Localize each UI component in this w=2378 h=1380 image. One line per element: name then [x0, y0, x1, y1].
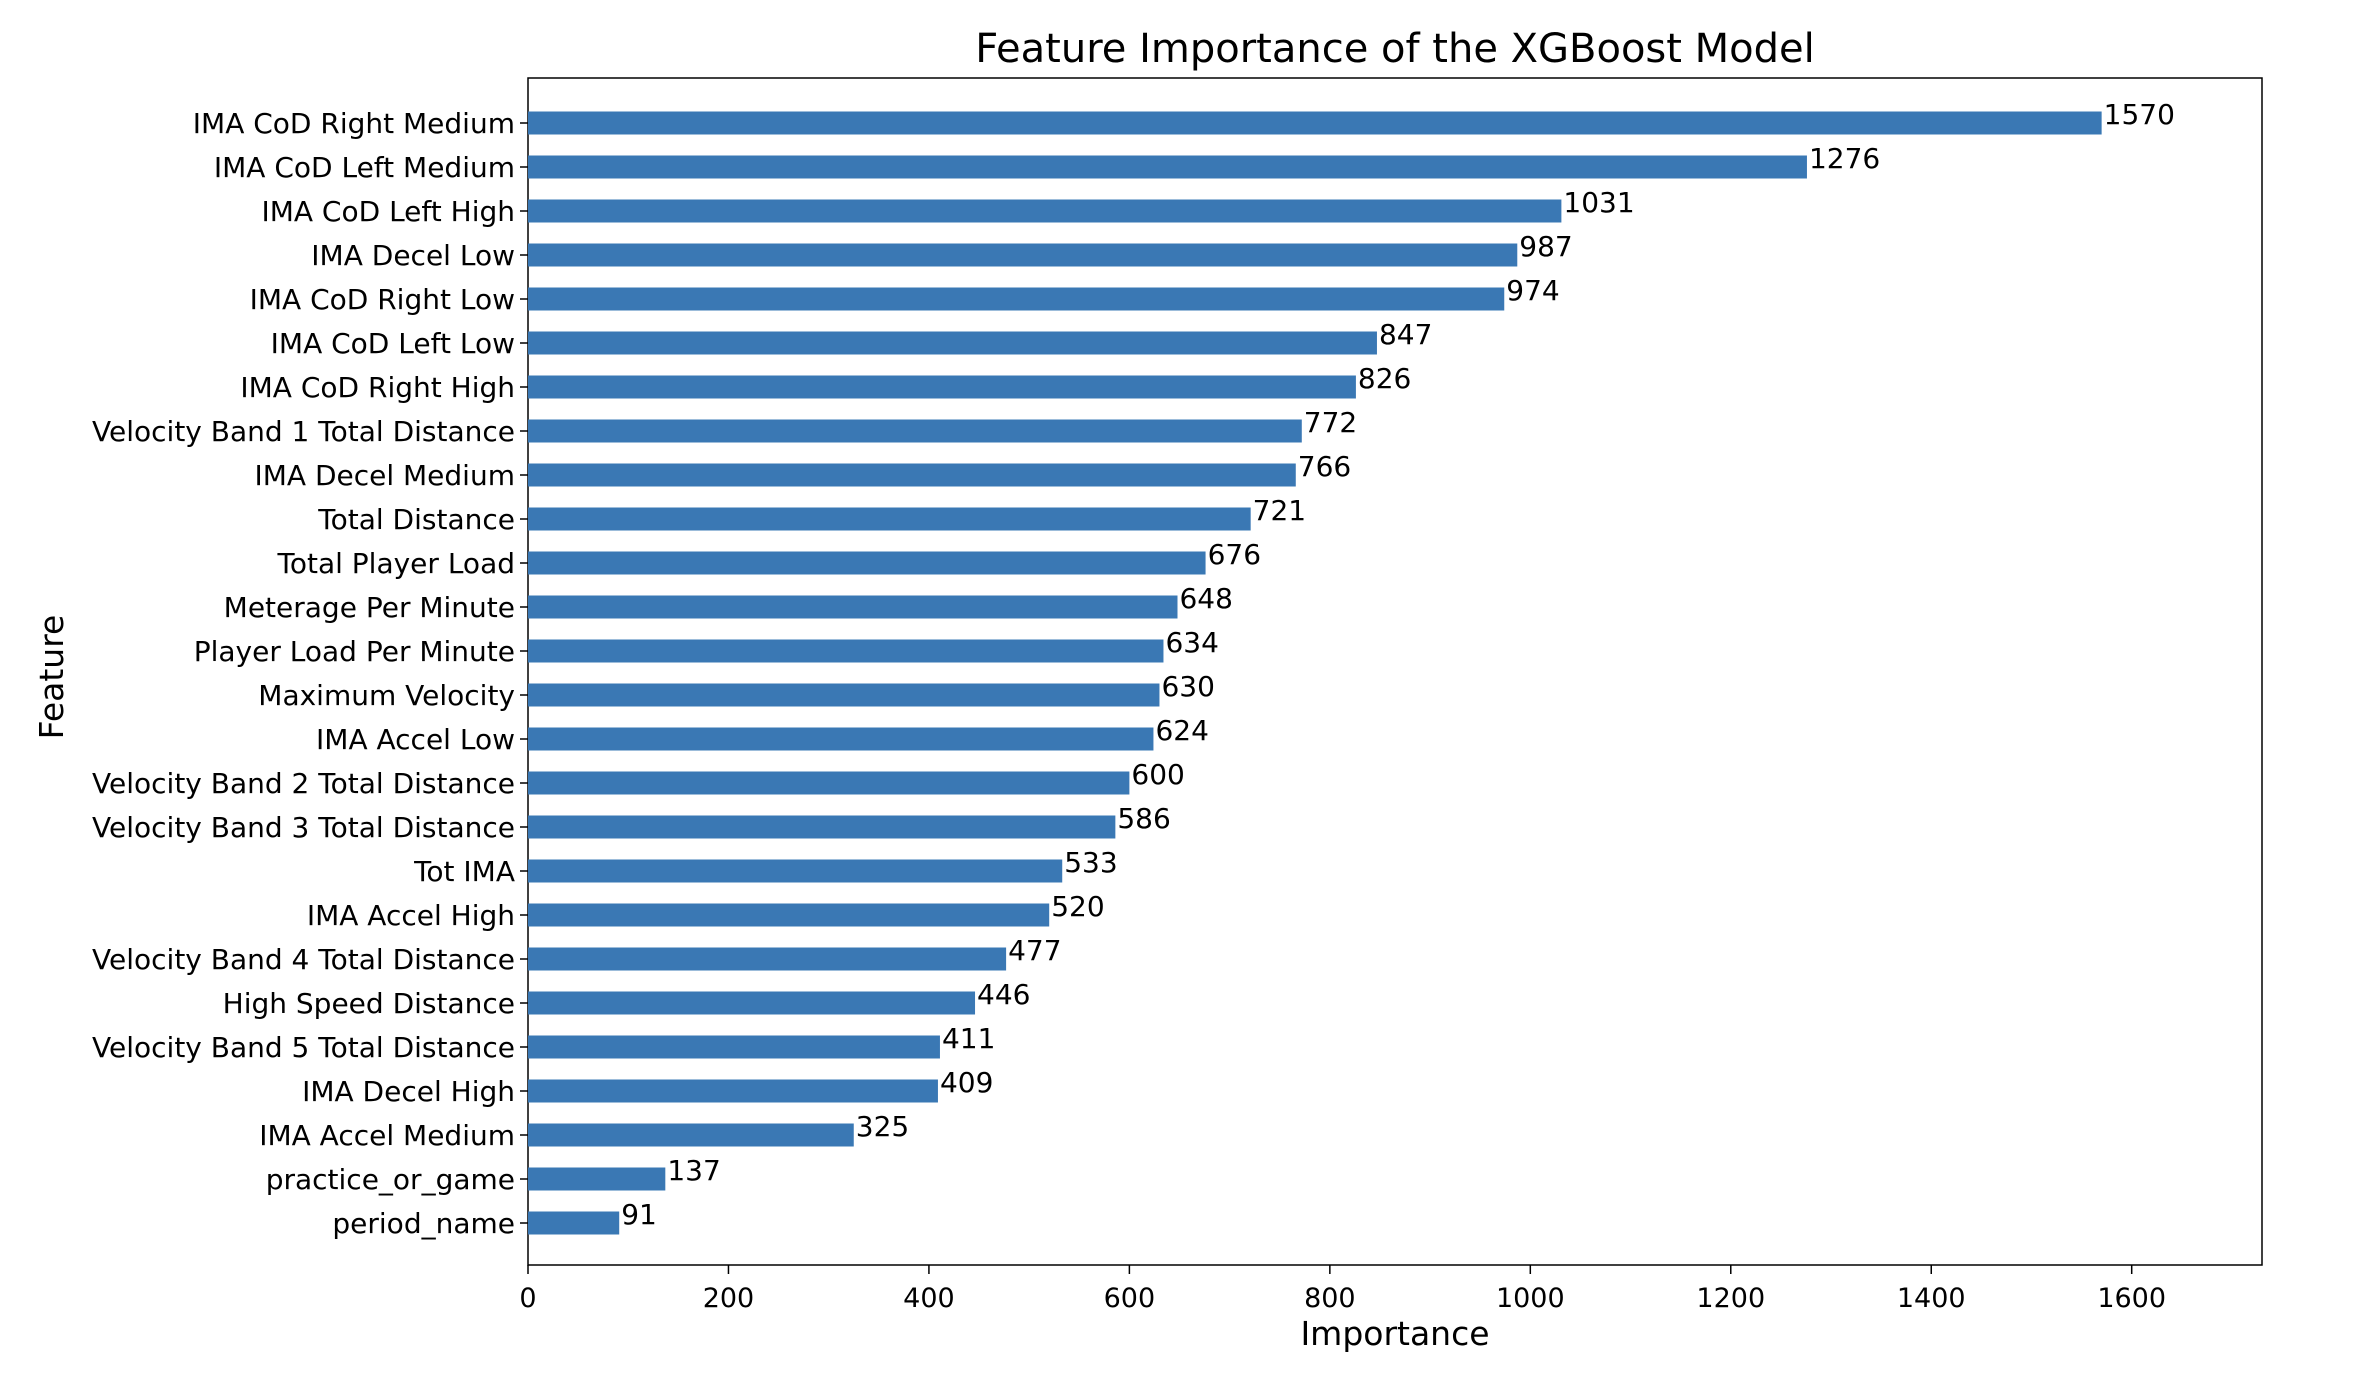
- y-axis-label: Feature: [32, 615, 71, 740]
- bar: [528, 375, 1356, 399]
- value-label: 847: [1379, 318, 1432, 351]
- category-label: Velocity Band 2 Total Distance: [92, 767, 515, 800]
- x-tick-label: 1200: [1696, 1283, 1765, 1314]
- bar: [528, 683, 1160, 707]
- value-label: 676: [1208, 538, 1261, 571]
- bar: [528, 419, 1302, 443]
- x-tick-label: 200: [703, 1283, 755, 1314]
- category-label: Total Player Load: [277, 547, 516, 580]
- bar: [528, 947, 1007, 971]
- value-label: 648: [1179, 582, 1232, 615]
- bar: [528, 463, 1296, 487]
- bar: [528, 331, 1377, 355]
- category-label: Total Distance: [317, 503, 515, 536]
- category-label: Velocity Band 5 Total Distance: [92, 1031, 515, 1064]
- bar: [528, 551, 1206, 575]
- plot-frame: [527, 77, 2263, 1266]
- bar: [528, 859, 1063, 883]
- bar: [528, 1123, 854, 1147]
- x-axis-ticks-group: 0 200 400 600 800 1000 1200 1400 1600: [519, 1265, 2166, 1314]
- bar: [528, 507, 1251, 531]
- category-label: IMA CoD Left Medium: [214, 151, 515, 184]
- value-label: 520: [1051, 890, 1104, 923]
- value-label: 1276: [1809, 142, 1880, 175]
- x-tick-label: 600: [1104, 1283, 1156, 1314]
- bar: [528, 1167, 666, 1191]
- bar: [528, 1079, 938, 1103]
- category-label: IMA Accel Low: [316, 723, 515, 756]
- category-label: IMA Accel Medium: [259, 1119, 515, 1152]
- category-label: Maximum Velocity: [258, 679, 515, 712]
- value-label: 325: [856, 1110, 909, 1143]
- value-label: 446: [977, 978, 1030, 1011]
- category-label: IMA CoD Right High: [240, 371, 515, 404]
- bars-group: [528, 111, 2102, 1235]
- category-labels-group: IMA CoD Right Medium IMA CoD Left Medium I…: [92, 107, 528, 1240]
- value-label: 1570: [2104, 98, 2175, 131]
- bar: [528, 1035, 940, 1059]
- value-label: 600: [1131, 758, 1184, 791]
- value-label: 987: [1519, 230, 1572, 263]
- value-label: 137: [667, 1154, 720, 1187]
- x-tick-label: 0: [519, 1283, 536, 1314]
- bar: [528, 111, 2102, 135]
- value-label: 1031: [1563, 186, 1634, 219]
- bar: [528, 815, 1116, 839]
- bar: [528, 903, 1050, 927]
- x-axis-label: Importance: [1300, 1314, 1489, 1353]
- value-label: 974: [1506, 274, 1559, 307]
- bar: [528, 1211, 620, 1235]
- category-label: IMA Accel High: [307, 899, 515, 932]
- value-label: 826: [1358, 362, 1411, 395]
- value-label: 630: [1161, 670, 1214, 703]
- value-label: 634: [1165, 626, 1218, 659]
- category-label: IMA Decel Medium: [254, 459, 515, 492]
- category-label: period_name: [332, 1207, 515, 1240]
- chart-title: Feature Importance of the XGBoost Model: [975, 26, 1815, 72]
- bar: [528, 595, 1178, 619]
- value-label: 624: [1155, 714, 1208, 747]
- x-tick-label: 1400: [1897, 1283, 1966, 1314]
- bar: [528, 287, 1505, 311]
- value-label: 586: [1117, 802, 1170, 835]
- category-label: Velocity Band 3 Total Distance: [92, 811, 515, 844]
- value-label: 533: [1064, 846, 1117, 879]
- bar: [528, 639, 1164, 663]
- bar: [528, 243, 1518, 267]
- category-label: Velocity Band 4 Total Distance: [92, 943, 515, 976]
- category-label: IMA CoD Left High: [261, 195, 515, 228]
- category-label: IMA CoD Right Low: [250, 283, 515, 316]
- bar: [528, 991, 976, 1015]
- value-label: 477: [1008, 934, 1061, 967]
- x-tick-label: 1000: [1496, 1283, 1565, 1314]
- category-label: High Speed Distance: [223, 987, 515, 1020]
- category-label: Tot IMA: [413, 855, 515, 888]
- value-label: 766: [1298, 450, 1351, 483]
- category-label: practice_or_game: [266, 1163, 515, 1196]
- category-label: IMA Decel High: [302, 1075, 515, 1108]
- x-tick-label: 400: [903, 1283, 955, 1314]
- value-label: 721: [1253, 494, 1306, 527]
- value-label: 411: [942, 1022, 995, 1055]
- value-label: 772: [1304, 406, 1357, 439]
- value-label: 91: [621, 1198, 657, 1231]
- bar: [528, 771, 1130, 795]
- x-tick-label: 800: [1304, 1283, 1356, 1314]
- bar: [528, 727, 1154, 751]
- category-label: IMA Decel Low: [311, 239, 515, 272]
- category-label: Velocity Band 1 Total Distance: [92, 415, 515, 448]
- bar: [528, 199, 1562, 223]
- category-label: IMA CoD Left Low: [271, 327, 515, 360]
- x-tick-label: 1600: [2097, 1283, 2166, 1314]
- category-label: Player Load Per Minute: [194, 635, 515, 668]
- value-label: 409: [940, 1066, 993, 1099]
- category-label: Meterage Per Minute: [224, 591, 515, 624]
- bar: [528, 155, 1807, 179]
- category-label: IMA CoD Right Medium: [193, 107, 515, 140]
